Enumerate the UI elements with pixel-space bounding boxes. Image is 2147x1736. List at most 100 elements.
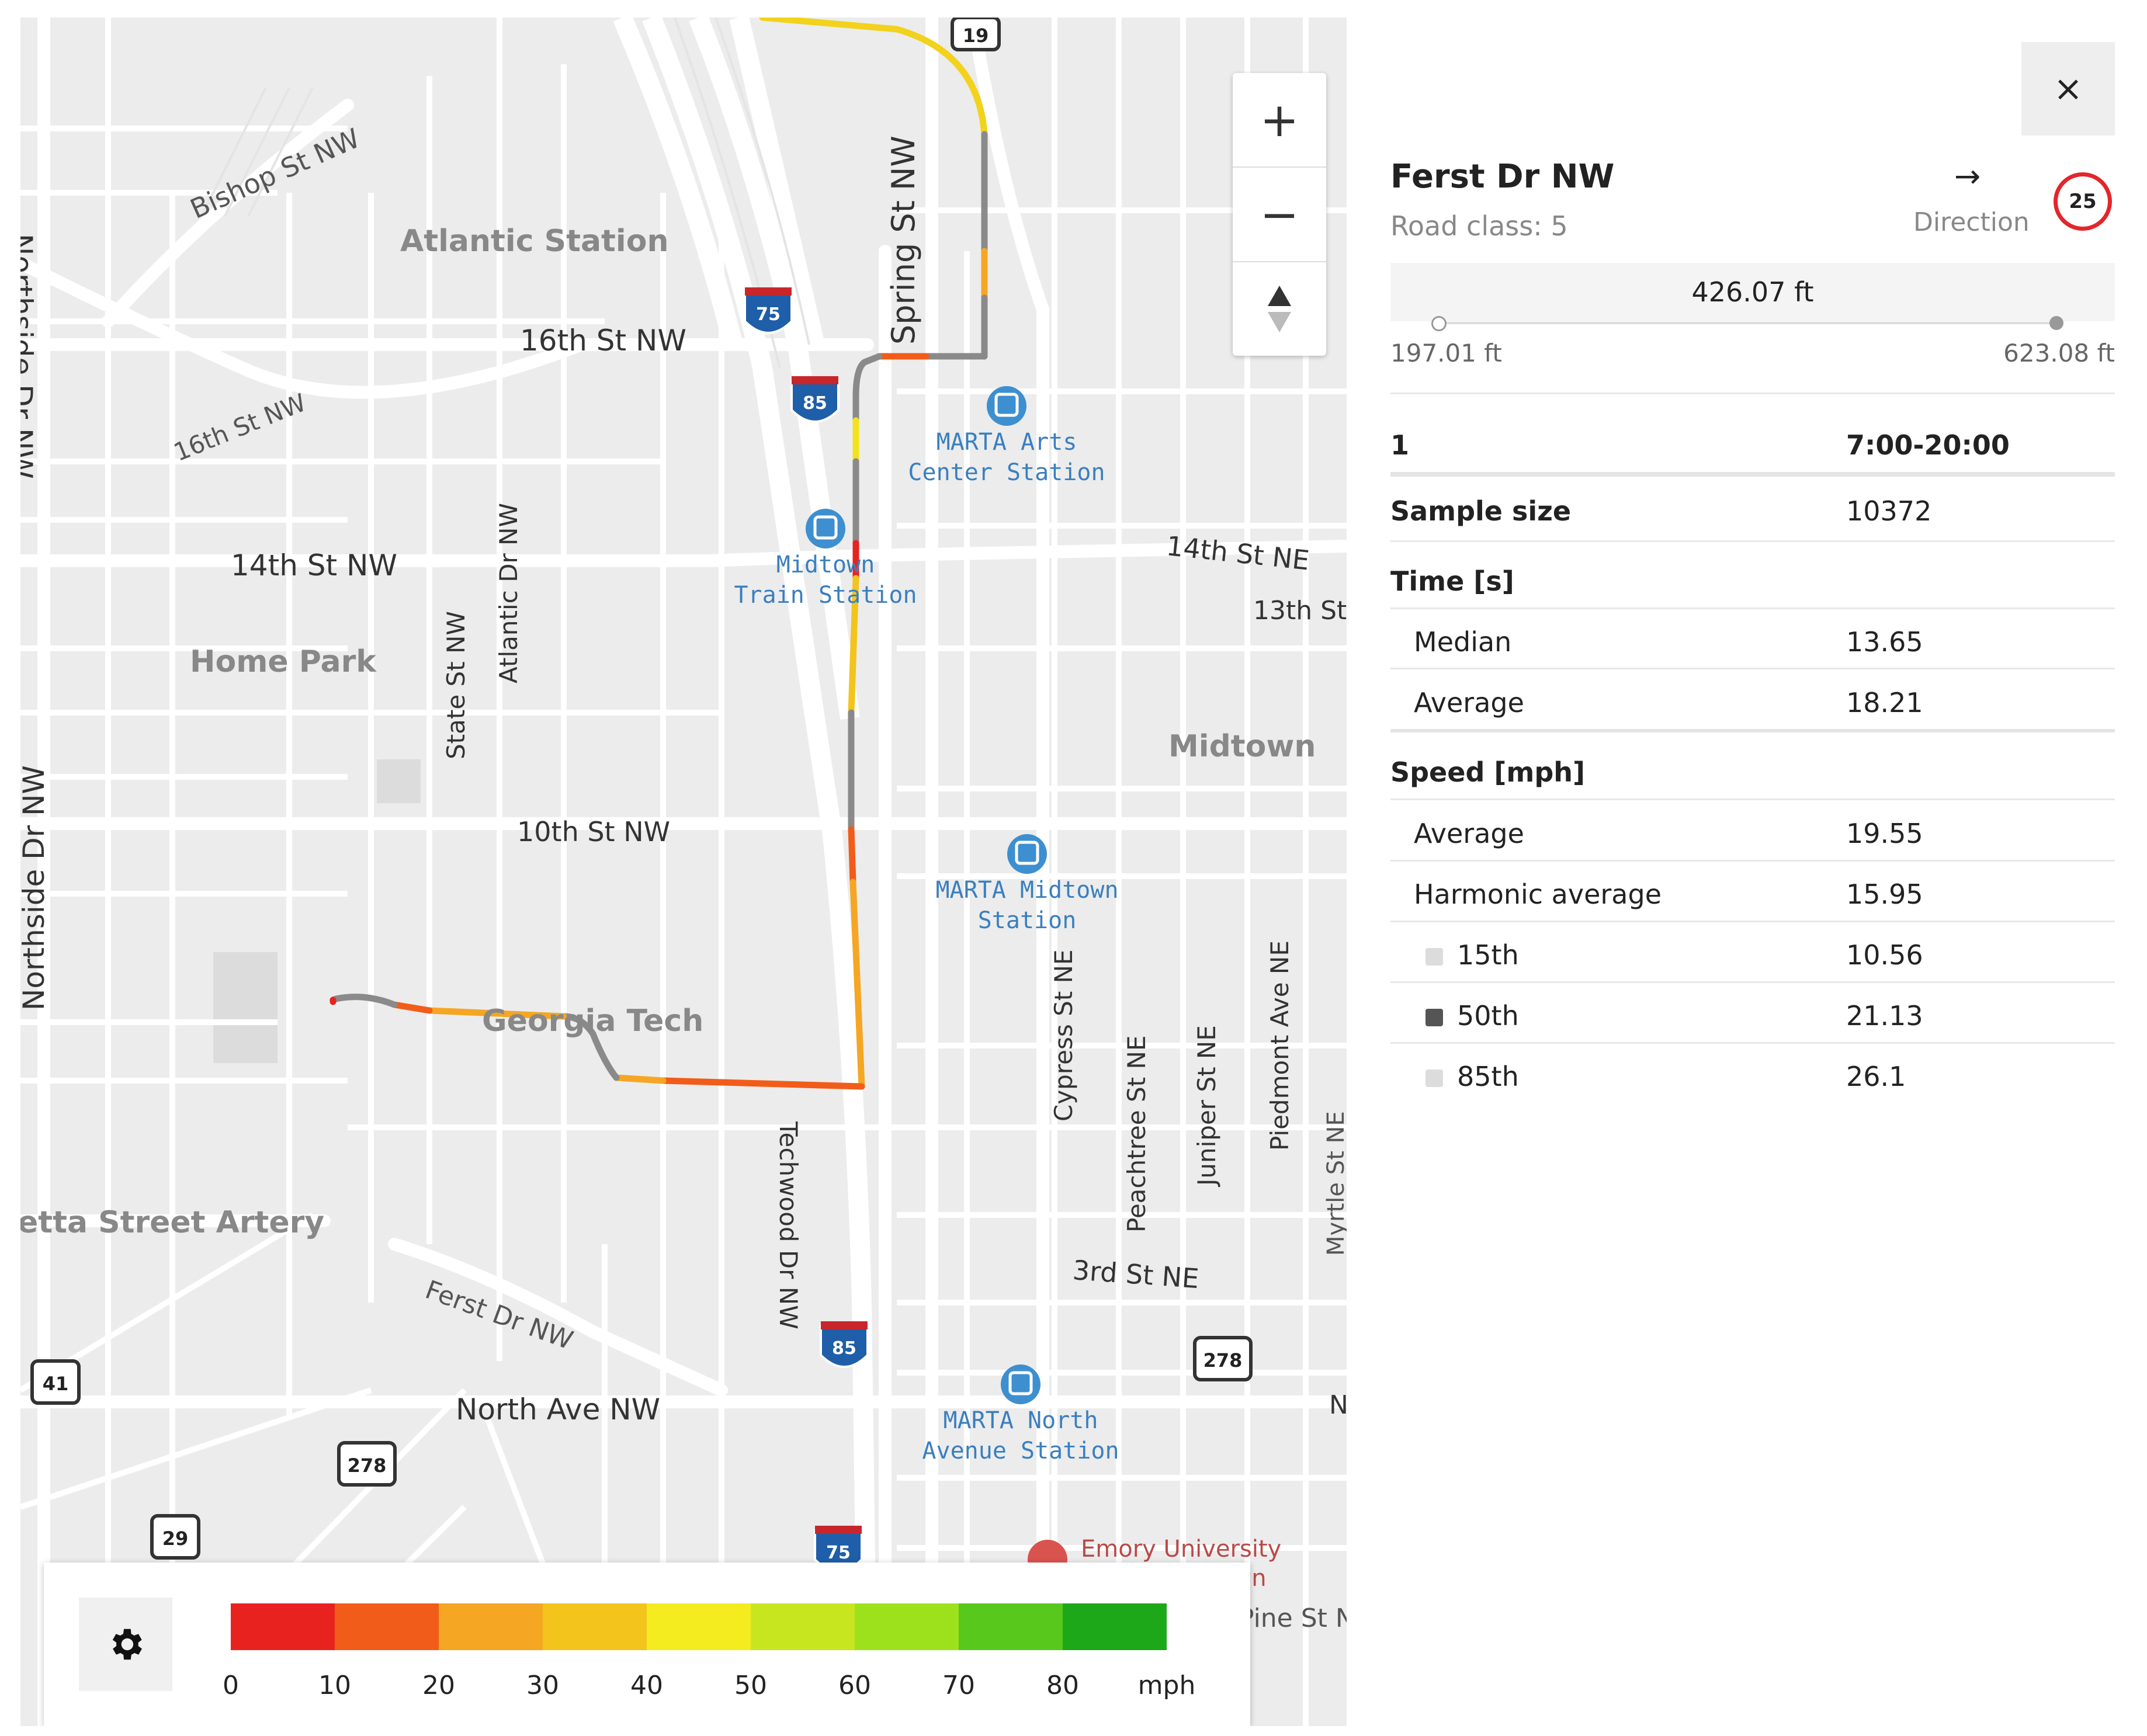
divider — [1390, 668, 2115, 669]
svg-text:Home Park: Home Park — [190, 644, 377, 679]
svg-text:278: 278 — [1203, 1349, 1243, 1372]
zoom-controls: + − — [1233, 73, 1326, 356]
svg-text:Peachtree St NE: Peachtree St NE — [1122, 1036, 1151, 1232]
svg-text:Train Station: Train Station — [734, 582, 917, 609]
svg-text:Spring St NW: Spring St NW — [885, 136, 922, 345]
legend-tick: 80 — [1046, 1671, 1079, 1700]
svg-text:Myrtle St NE: Myrtle St NE — [1323, 1111, 1347, 1256]
direction-label: Direction — [1913, 207, 2030, 237]
svg-text:Midtown: Midtown — [776, 551, 875, 578]
row-label: Average — [1414, 818, 1524, 849]
svg-text:State St NW: State St NW — [442, 611, 470, 759]
speed-color-scale — [231, 1603, 1167, 1650]
length-start: 197.01 ft — [1390, 339, 1502, 367]
svg-text:Pine St N: Pine St N — [1239, 1603, 1347, 1633]
table-row-sample-size: Sample size 10372 — [1390, 495, 2115, 527]
svg-text:MARTA North: MARTA North — [944, 1407, 1098, 1434]
row-value: 18.21 — [1846, 687, 1923, 718]
divider — [1390, 860, 2115, 862]
row-value: 10.56 — [1846, 939, 1923, 971]
direction-arrow-icon[interactable]: → — [1954, 158, 1981, 195]
period-index: 1 — [1390, 429, 1410, 461]
row-label: Median — [1414, 626, 1512, 658]
p50-swatch — [1425, 1009, 1443, 1026]
zoom-out-button[interactable]: − — [1233, 168, 1326, 262]
divider — [1390, 1042, 2115, 1044]
gear-icon — [112, 1629, 142, 1660]
speed-legend: 0 10 20 30 40 50 60 70 80 mph — [44, 1563, 1250, 1726]
table-row-time-median: Median 13.65 — [1390, 626, 2115, 658]
divider — [1390, 729, 2115, 732]
legend-swatch — [751, 1603, 855, 1650]
row-label: 85th — [1457, 1061, 1519, 1092]
table-row-p15: 15th 10.56 — [1390, 939, 2115, 971]
divider — [1390, 798, 2115, 800]
svg-text:Center Station: Center Station — [908, 459, 1105, 486]
svg-text:Juniper St NE: Juniper St NE — [1192, 1025, 1221, 1188]
legend-swatch — [959, 1603, 1063, 1650]
divider — [1390, 540, 2115, 542]
svg-text:10th St NW: 10th St NW — [517, 816, 670, 848]
table-row-time-average: Average 18.21 — [1390, 687, 2115, 718]
row-label: 50th — [1457, 1000, 1519, 1032]
svg-text:14th St NE: 14th St NE — [1165, 530, 1311, 576]
legend-tick: 10 — [318, 1671, 351, 1700]
section-time: Time [s] — [1390, 565, 1514, 597]
table-row-p85: 85th 26.1 — [1390, 1061, 2115, 1092]
length-slider-start-handle[interactable] — [1431, 316, 1447, 331]
svg-text:75: 75 — [826, 1543, 851, 1563]
length-slider-track[interactable] — [1437, 322, 2056, 324]
map-canvas[interactable]: 75 85 85 75 19 41 278 278 29 — [20, 18, 1347, 1726]
svg-text:14th St NW: 14th St NW — [231, 548, 397, 582]
svg-text:75: 75 — [756, 304, 781, 325]
svg-text:Emory University: Emory University — [1081, 1536, 1281, 1563]
svg-text:Atlantic Dr NW: Atlantic Dr NW — [494, 503, 523, 683]
svg-text:Northside Dr NW: Northside Dr NW — [20, 765, 51, 1011]
settings-button[interactable] — [79, 1598, 172, 1691]
svg-text:Georgia Tech: Georgia Tech — [482, 1004, 703, 1039]
divider — [1390, 921, 2115, 922]
zoom-in-button[interactable]: + — [1233, 73, 1326, 168]
segment-length: 426.07 ft — [1390, 263, 2115, 321]
legend-tick: 40 — [630, 1671, 663, 1700]
road-class: Road class: 5 — [1390, 210, 1568, 242]
legend-tick: 0 — [223, 1671, 239, 1700]
svg-text:North Ave NW: North Ave NW — [456, 1393, 660, 1426]
speed-scale-ticks: 0 10 20 30 40 50 60 70 80 mph — [223, 1671, 1195, 1706]
table-row-p50: 50th 21.13 — [1390, 1000, 2115, 1032]
svg-text:85: 85 — [803, 393, 827, 414]
legend-swatch — [543, 1603, 647, 1650]
svg-text:Bishop St NW: Bishop St NW — [186, 122, 365, 225]
legend-tick: 20 — [422, 1671, 455, 1700]
row-value: 10372 — [1846, 495, 1932, 527]
legend-swatch — [335, 1603, 439, 1650]
svg-text:N: N — [1329, 1390, 1347, 1420]
length-slider-end-handle[interactable] — [2049, 316, 2063, 330]
legend-swatch — [231, 1603, 335, 1650]
time-range: 7:00-20:00 — [1846, 429, 2010, 461]
divider — [1390, 981, 2115, 983]
compass-button[interactable] — [1233, 262, 1326, 356]
legend-tick: 70 — [942, 1671, 975, 1700]
row-value: 21.13 — [1846, 1000, 1923, 1032]
svg-text:41: 41 — [43, 1373, 69, 1395]
length-end: 623.08 ft — [2003, 339, 2115, 367]
svg-text:Cypress St NE: Cypress St NE — [1049, 949, 1078, 1122]
row-value: 15.95 — [1846, 879, 1923, 910]
row-label: 15th — [1457, 939, 1519, 971]
legend-swatch — [439, 1603, 543, 1650]
row-value: 19.55 — [1846, 818, 1923, 849]
legend-tick: mph — [1137, 1671, 1196, 1700]
svg-text:16th St NW: 16th St NW — [520, 324, 686, 357]
row-value: 26.1 — [1846, 1061, 1906, 1092]
svg-text:Techwood Dr NW: Techwood Dr NW — [774, 1121, 803, 1329]
legend-tick: 30 — [526, 1671, 559, 1700]
svg-text:19: 19 — [963, 25, 989, 47]
close-button[interactable]: × — [2021, 42, 2115, 136]
speed-limit-sign: 25 — [2054, 172, 2112, 231]
svg-text:Northside Dr NW: Northside Dr NW — [20, 234, 39, 479]
compass-icon — [1268, 286, 1291, 332]
table-header: 1 7:00-20:00 — [1390, 429, 2115, 461]
svg-text:Piedmont Ave NE: Piedmont Ave NE — [1265, 940, 1294, 1151]
road-name: Ferst Dr NW — [1390, 158, 1615, 196]
